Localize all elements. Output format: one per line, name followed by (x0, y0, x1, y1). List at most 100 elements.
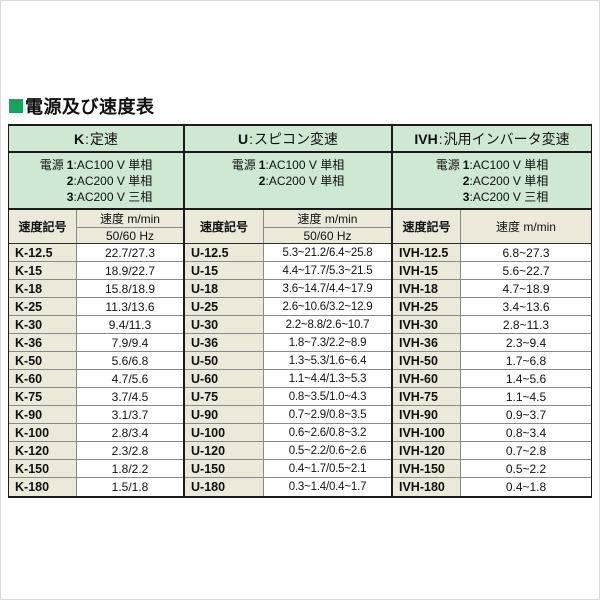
power-option-desc: AC100 V 単相 (472, 158, 549, 172)
speed-code-cell: K-12.5 (9, 244, 77, 261)
speed-code-cell: U-150 (185, 460, 264, 477)
table-row: IVH-90 0.9~3.7 (393, 406, 591, 424)
speed-code-cell: U-25 (185, 298, 264, 315)
speed-unit-label: 速度 m/min (77, 210, 183, 228)
speed-value-cell: 0.5~2.2/0.6~2.6 (264, 442, 391, 459)
separator: : (73, 190, 77, 204)
speed-value-cell: 2.2~8.8/2.6~10.7 (264, 316, 391, 333)
speed-code-cell: K-50 (9, 352, 77, 369)
power-option-desc: AC200 V 単相 (268, 174, 345, 188)
speed-value-cell: 2.3~9.4 (461, 334, 591, 351)
speed-code-cell: IVH-15 (393, 262, 461, 279)
frequency-label: 50/60 Hz (105, 228, 155, 243)
separator: : (73, 174, 77, 188)
table-row: U-120 0.5~2.2/0.6~2.6 (185, 442, 391, 460)
separator: : (249, 130, 253, 147)
speed-code-cell: K-36 (9, 334, 77, 351)
speed-code-cell: IVH-30 (393, 316, 461, 333)
speed-code-cell: U-15 (185, 262, 264, 279)
power-supply-cell: 電源 1: AC100 V 単相 2: AC200 V 単相 (185, 153, 391, 210)
speed-value-cell: 0.3~1.4/0.4~1.7 (264, 478, 391, 496)
speed-code-cell: IVH-75 (393, 388, 461, 405)
power-option: 2: AC200 V 単相 (259, 173, 344, 189)
column-header-row: 速度記号 速度 m/min 50/60 Hz (185, 210, 391, 244)
power-label: 電源 (39, 158, 64, 172)
table-row: K-75 3.7/4.5 (9, 388, 183, 406)
speed-value-cell: 1.1~4.4/1.3~5.3 (264, 370, 391, 387)
table-row: K-15 18.9/22.7 (9, 262, 183, 280)
power-option-desc: AC200 V 単相 (76, 174, 153, 188)
power-option: 1: AC100 V 単相 (259, 157, 344, 173)
speed-value-cell: 3.7/4.5 (77, 388, 183, 405)
table-row: U-75 0.8~3.5/1.0~4.3 (185, 388, 391, 406)
power-option-desc: AC200 V 三相 (472, 190, 549, 204)
speed-code-cell: K-75 (9, 388, 77, 405)
power-option-number: 2 (462, 174, 470, 188)
speed-value-cell: 0.9~3.7 (461, 406, 591, 423)
power-option-number: 2 (66, 174, 74, 188)
power-option-number: 1 (66, 158, 74, 172)
separator: : (265, 174, 269, 188)
power-option-desc: AC200 V 三相 (76, 190, 153, 204)
power-supply-cell: 電源 1: AC100 V 単相 2: AC200 V 単相 3: AC200 V 三相 (393, 153, 591, 210)
column-header-row: 速度記号 速度 m/min 50/60 Hz (9, 210, 183, 244)
speed-value-cell: 0.8~3.5/1.0~4.3 (264, 388, 391, 405)
frequency-label: 50/60 Hz (303, 228, 352, 243)
speed-code-cell: IVH-12.5 (393, 244, 461, 261)
speed-value-cell: 18.9/22.7 (77, 262, 183, 279)
speed-value-cell: 6.8~27.3 (461, 244, 591, 261)
speed-code-cell: IVH-120 (393, 442, 461, 459)
speed-value-cell: 0.4~1.8 (461, 478, 591, 496)
speed-value-cell: 0.5~2.2 (461, 460, 591, 477)
separator: : (85, 130, 89, 147)
power-option-number: 3 (66, 190, 74, 204)
speed-value-cell: 1.8~7.3/2.2~8.9 (264, 334, 391, 351)
section-header-IVH: IVH: 汎用インバータ変速 (393, 126, 591, 153)
section-label: 汎用インバータ変速 (443, 130, 570, 147)
speed-value-cell: 0.8~3.4 (461, 424, 591, 441)
speed-code-cell: K-100 (9, 424, 77, 441)
speed-value-cell: 2.3/2.8 (77, 442, 183, 459)
speed-value-header: 速度 m/min 50/60 Hz (264, 210, 391, 243)
section-IVH: IVH: 汎用インバータ変速 電源 1: AC100 V 単相 2: AC200 V 単相 3… (393, 126, 591, 496)
power-supply-cell: 電源 1: AC100 V 単相 2: AC200 V 単相 3: AC200 V 三相 (9, 153, 183, 210)
speed-value-cell: 1.7~6.8 (461, 352, 591, 369)
speed-code-cell: U-60 (185, 370, 264, 387)
speed-value-header: 速度 m/min 50/60 Hz (77, 210, 183, 243)
table-row: IVH-50 1.7~6.8 (393, 352, 591, 370)
power-label: 電源 (231, 158, 256, 172)
table-row: U-150 0.4~1.7/0.5~2.1 (185, 460, 391, 478)
table-row: U-25 2.6~10.6/3.2~12.9 (185, 298, 391, 316)
speed-code-cell: U-100 (185, 424, 264, 441)
data-rows: U-12.5 5.3~21.2/6.4~25.8 U-15 4.4~17.7/5.3~… (185, 244, 391, 496)
data-rows: K-12.5 22.7/27.3 K-15 18.9/22.7 K-18 15.8/18.… (9, 244, 183, 496)
table-row: IVH-25 3.4~13.6 (393, 298, 591, 316)
data-rows: IVH-12.5 6.8~27.3 IVH-15 5.6~22.7 IVH-18 4.7~… (393, 244, 591, 496)
speed-value-cell: 0.7~2.9/0.8~3.5 (264, 406, 391, 423)
table-row: IVH-15 5.6~22.7 (393, 262, 591, 280)
table-row: K-180 1.5/1.8 (9, 478, 183, 496)
speed-code-cell: U-90 (185, 406, 264, 423)
speed-code-cell: IVH-50 (393, 352, 461, 369)
speed-value-cell: 15.8/18.9 (77, 280, 183, 297)
speed-code-cell: K-60 (9, 370, 77, 387)
speed-value-cell: 4.7/5.6 (77, 370, 183, 387)
section-U: U: スピコン変速 電源 1: AC100 V 単相 2: AC200 V 単相 速度記号 速度… (185, 126, 393, 496)
power-option-desc: AC200 V 単相 (472, 174, 549, 188)
table-row: U-15 4.4~17.7/5.3~21.5 (185, 262, 391, 280)
speed-code-cell: K-30 (9, 316, 77, 333)
separator: : (265, 158, 269, 172)
speed-value-cell: 7.9/9.4 (77, 334, 183, 351)
section-label: スピコン変速 (254, 130, 338, 147)
table-row: K-36 7.9/9.4 (9, 334, 183, 352)
table-row: U-12.5 5.3~21.2/6.4~25.8 (185, 244, 391, 262)
table-row: U-100 0.6~2.6/0.8~3.2 (185, 424, 391, 442)
table-row: K-60 4.7/5.6 (9, 370, 183, 388)
section-code: IVH (414, 130, 438, 147)
table-row: U-18 3.6~14.7/4.4~17.9 (185, 280, 391, 298)
power-speed-table: K: 定速 電源 1: AC100 V 単相 2: AC200 V 単相 3: AC200 V … (8, 124, 592, 498)
speed-value-cell: 3.6~14.7/4.4~17.9 (264, 280, 391, 297)
speed-value-cell: 4.7~18.9 (461, 280, 591, 297)
power-label: 電源 (435, 158, 460, 172)
